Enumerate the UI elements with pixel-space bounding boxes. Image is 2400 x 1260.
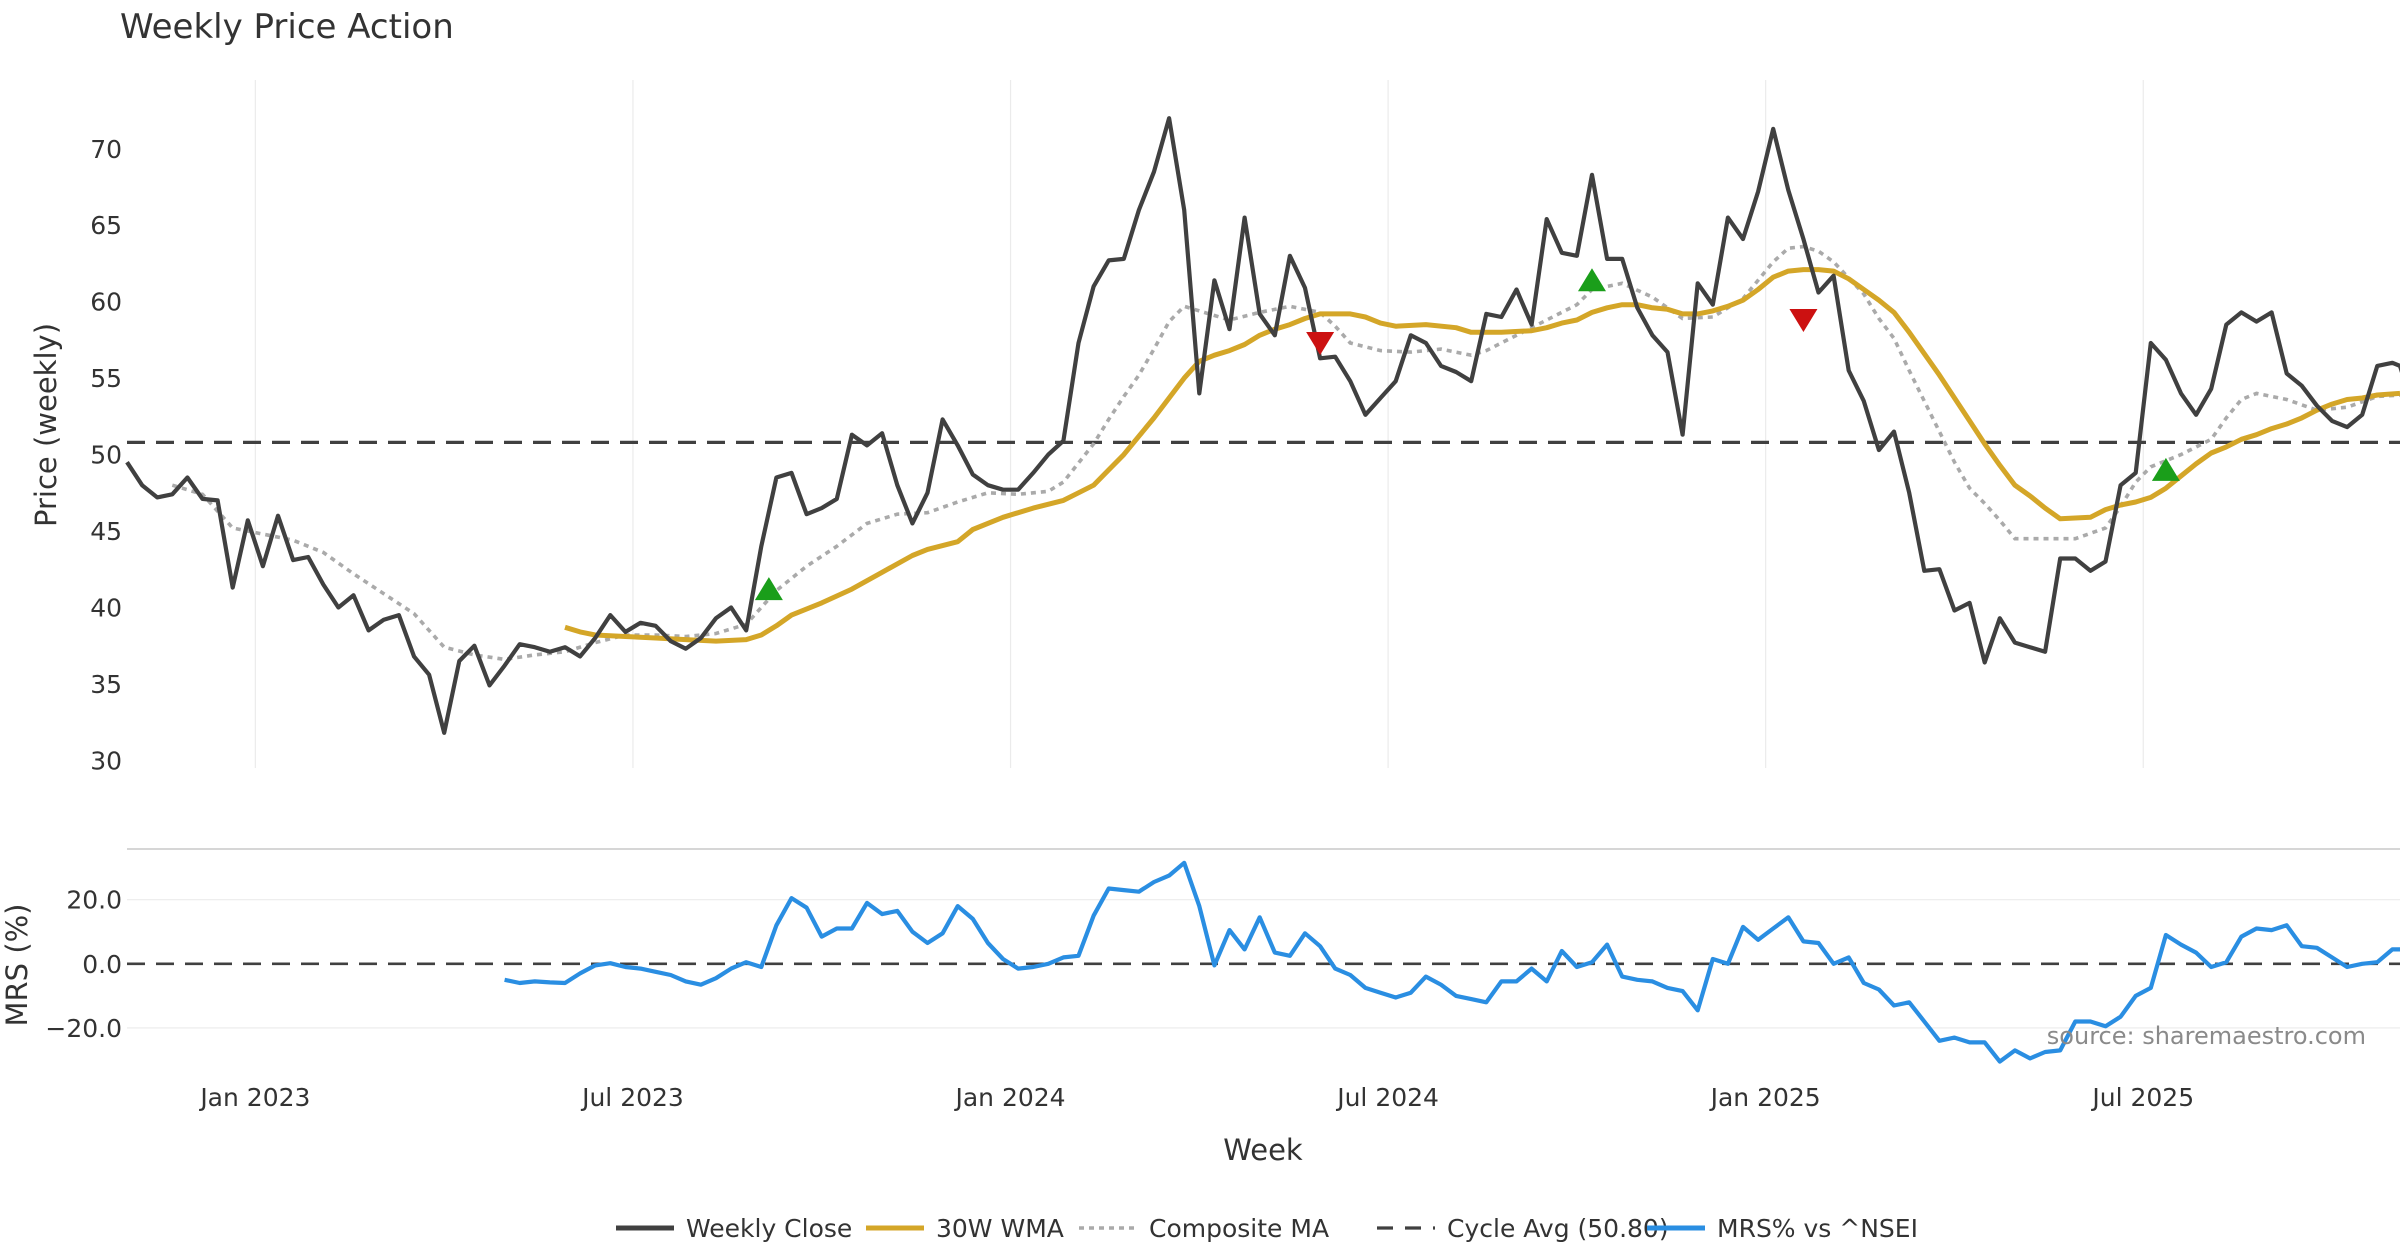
price-y-tick: 50	[90, 441, 122, 470]
mrs-gridlines	[127, 899, 2400, 1029]
mrs-line	[504, 860, 2400, 1064]
sell-signal-marker	[1306, 331, 1335, 355]
mrs-y-ticks: 20.0 0.0 −20.0	[45, 886, 122, 1043]
mrs-axis-label: MRS (%)	[0, 904, 34, 1027]
buy-signal-marker	[2151, 457, 2180, 481]
mrs-y-tick: −20.0	[45, 1014, 122, 1043]
legend-label-mrs: MRS% vs ^NSEI	[1717, 1214, 1918, 1243]
legend-item-close: Weekly Close	[616, 1214, 852, 1243]
price-y-tick: 70	[90, 135, 122, 164]
price-y-tick: 55	[90, 364, 122, 393]
signal-markers	[754, 268, 2180, 601]
wma-30w-line	[564, 267, 2400, 644]
legend-item-composite: Composite MA	[1079, 1214, 1329, 1243]
buy-signal-marker	[1577, 268, 1606, 292]
x-tick-label: Jan 2025	[1709, 1083, 1821, 1112]
chart-title: Weekly Price Action	[120, 7, 454, 47]
buy-signal-marker	[754, 577, 783, 601]
price-axis-label: Price (weekly)	[29, 323, 63, 527]
price-panel: 30 35 40 45 50 55 60 65 70 Price (weekly)	[29, 80, 2400, 775]
price-y-tick: 30	[90, 746, 122, 775]
legend-label-wma: 30W WMA	[936, 1214, 1064, 1243]
weekly-close-line	[125, 116, 2400, 735]
x-tick-label: Jul 2024	[1335, 1083, 1439, 1112]
price-y-tick: 65	[90, 211, 122, 240]
sell-signal-marker	[1789, 309, 1818, 333]
mrs-panel: 20.0 0.0 −20.0 MRS (%) source: sharemaestr…	[0, 860, 2400, 1064]
x-tick-label: Jul 2025	[2090, 1083, 2194, 1112]
source-note: source: sharemaestro.com	[2047, 1022, 2366, 1050]
x-tick-label: Jan 2024	[953, 1083, 1065, 1112]
price-y-tick: 60	[90, 288, 122, 317]
legend: Weekly Close 30W WMA Composite MA Cycle Avg…	[616, 1214, 1918, 1243]
legend-item-mrs: MRS% vs ^NSEI	[1647, 1214, 1918, 1243]
price-y-tick: 45	[90, 517, 122, 546]
legend-label-close: Weekly Close	[686, 1214, 852, 1243]
mrs-y-tick: 0.0	[82, 950, 122, 979]
legend-label-cycle: Cycle Avg (50.80)	[1447, 1214, 1669, 1243]
price-y-ticks: 30 35 40 45 50 55 60 65 70	[90, 135, 122, 776]
price-y-tick: 40	[90, 593, 122, 622]
x-tick-label: Jan 2023	[198, 1083, 310, 1112]
x-tick-label: Jul 2023	[580, 1083, 684, 1112]
price-y-tick: 35	[90, 670, 122, 699]
mrs-y-tick: 20.0	[66, 886, 122, 915]
legend-item-cycle: Cycle Avg (50.80)	[1377, 1214, 1669, 1243]
legend-item-wma: 30W WMA	[866, 1214, 1064, 1243]
legend-label-composite: Composite MA	[1149, 1214, 1329, 1243]
x-tick-labels: Jan 2023 Jul 2023 Jan 2024 Jul 2024 Jan 2025…	[198, 1083, 2194, 1112]
x-axis-label: Week	[1223, 1133, 1303, 1167]
